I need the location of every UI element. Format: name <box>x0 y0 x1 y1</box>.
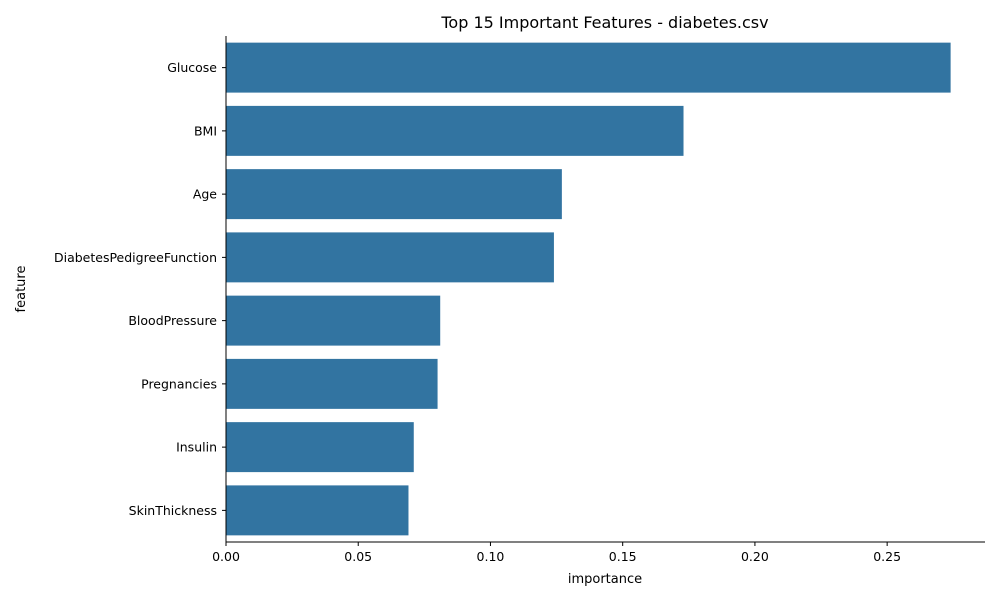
bar-insulin <box>226 422 414 473</box>
bar-skinthickness <box>226 485 409 536</box>
bars-layer <box>226 42 951 536</box>
bar-glucose <box>226 42 951 93</box>
y-tick-label: Glucose <box>167 60 217 75</box>
x-axis-ticks: 0.00 0.05 0.10 0.15 0.20 0.25 <box>212 542 901 564</box>
x-tick-label: 0.25 <box>873 549 901 564</box>
y-tick-label: SkinThickness <box>129 503 217 518</box>
bar-bmi <box>226 105 684 156</box>
x-axis-label: importance <box>568 572 642 587</box>
y-axis-ticks: Glucose BMI Age DiabetesPedigreeFunction Blo… <box>54 60 226 518</box>
x-tick-label: 0.20 <box>741 549 769 564</box>
bar-pregnancies <box>226 358 438 409</box>
y-tick-label: BMI <box>194 123 217 138</box>
x-tick-label: 0.15 <box>609 549 637 564</box>
bar-bloodpressure <box>226 295 441 346</box>
x-tick-label: 0.00 <box>212 549 240 564</box>
y-axis-label: feature <box>14 266 29 313</box>
bar-age <box>226 169 562 220</box>
x-tick-label: 0.10 <box>477 549 505 564</box>
y-tick-label: Insulin <box>176 440 217 455</box>
y-tick-label: Age <box>193 187 217 202</box>
bar-diabetespedigreefunction <box>226 232 554 283</box>
y-tick-label: DiabetesPedigreeFunction <box>54 250 217 265</box>
chart-title: Top 15 Important Features - diabetes.csv <box>440 13 768 32</box>
y-tick-label: Pregnancies <box>141 376 217 391</box>
x-tick-label: 0.05 <box>344 549 372 564</box>
y-tick-label: BloodPressure <box>128 313 217 328</box>
